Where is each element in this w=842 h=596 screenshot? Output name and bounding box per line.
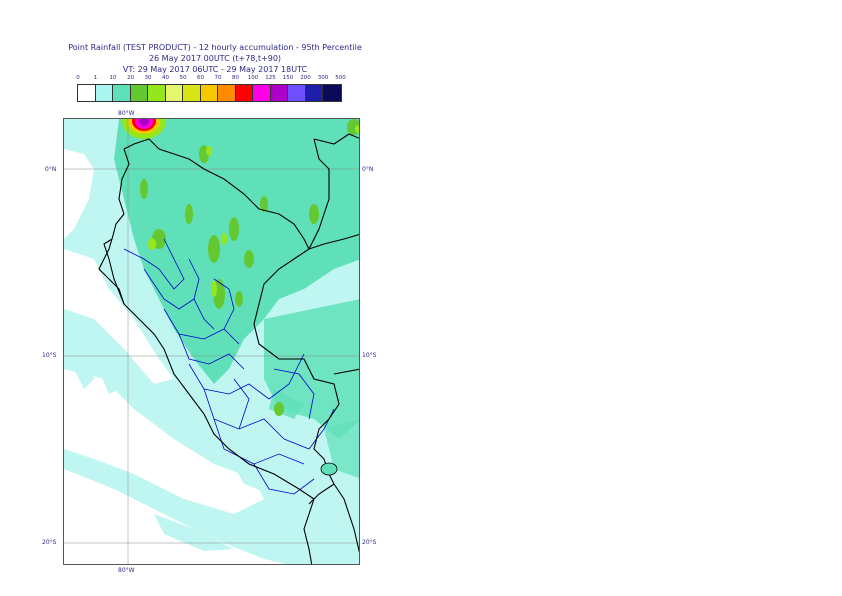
rainfall-map — [63, 118, 360, 565]
legend-label: 150 — [282, 75, 294, 81]
legend-label: 10 — [109, 75, 117, 81]
lat-20-left-label: 20°S — [42, 539, 57, 546]
legend-swatch — [235, 85, 253, 101]
legend-swatch — [323, 85, 341, 101]
legend-label: 1 — [93, 75, 98, 81]
legend-label: 300 — [317, 75, 329, 81]
graticule — [64, 119, 359, 564]
dry-areas — [64, 149, 359, 564]
very-heavy-rain-patches — [148, 125, 359, 297]
legend-label: 60 — [197, 75, 204, 81]
lat-0-right-label: 0°N — [362, 166, 374, 173]
legend-swatch — [200, 85, 218, 101]
map-title: Point Rainfall (TEST PRODUCT) - 12 hourl… — [68, 43, 362, 52]
map-svg — [64, 119, 359, 564]
lat-20-right-label: 20°S — [362, 539, 377, 546]
legend-swatch — [130, 85, 148, 101]
legend-label: 125 — [265, 75, 276, 81]
legend-swatch — [218, 85, 236, 101]
legend-label: 80 — [232, 75, 239, 81]
legend-swatch — [95, 85, 113, 101]
legend-label: 40 — [162, 75, 169, 81]
heavy-rain-patches — [140, 119, 359, 416]
bottom-longitude-label: 80°W — [118, 567, 135, 574]
legend-swatch — [253, 85, 271, 101]
lake-titicaca — [320, 462, 338, 476]
legend-label: 0 — [76, 75, 80, 81]
legend-swatch — [270, 85, 288, 101]
country-borders — [98, 133, 359, 564]
legend-labels: 0 1 10 20 30 40 50 60 70 80 100 125 150 200 300 500 — [70, 75, 360, 85]
legend-swatch — [148, 85, 166, 101]
lat-10-left-label: 10°S — [42, 352, 57, 359]
legend-swatch — [78, 85, 96, 101]
legend-swatch — [288, 85, 306, 101]
top-longitude-label: 80°W — [118, 110, 135, 117]
lat-10-right-label: 10°S — [362, 352, 377, 359]
legend-label: 70 — [214, 75, 222, 81]
validity-time-label: VT: 29 May 2017 06UTC - 29 May 2017 18UT… — [122, 65, 308, 74]
legend-swatch — [305, 85, 323, 101]
legend-label: 200 — [300, 75, 311, 81]
legend-swatch — [165, 85, 183, 101]
color-legend — [77, 84, 342, 102]
legend-label: 20 — [127, 75, 134, 81]
run-time-label: 26 May 2017 00UTC (t+78,t+90) — [148, 54, 282, 63]
storm-cell — [122, 119, 166, 139]
legend-label: 50 — [179, 75, 187, 81]
legend-label: 500 — [335, 75, 346, 81]
legend-label: 30 — [144, 75, 152, 81]
lat-0-left-label: 0°N — [45, 166, 57, 173]
legend-swatch — [113, 85, 131, 101]
legend-label: 100 — [247, 75, 259, 81]
legend-swatch — [183, 85, 201, 101]
